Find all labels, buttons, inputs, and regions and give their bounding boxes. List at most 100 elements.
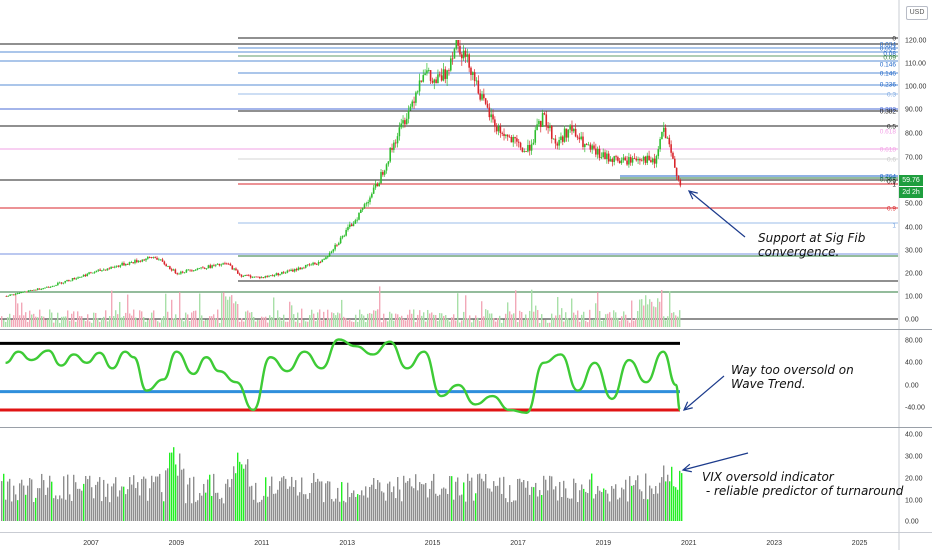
price-candle (383, 170, 386, 175)
vix-bar (495, 486, 497, 521)
vix-bar (211, 495, 213, 521)
vix-bar (275, 493, 277, 521)
vix-bar (197, 500, 199, 521)
price-candle (468, 54, 470, 68)
volume-bar (287, 321, 289, 327)
vix-bar (667, 474, 669, 521)
volume-bar (43, 316, 45, 327)
vix-bar (279, 481, 281, 521)
vix-bar (221, 497, 223, 521)
vix-bar (507, 502, 509, 521)
price-candle (453, 48, 456, 59)
vix-axis-tick: 20.00 (905, 476, 923, 483)
volume-bar (571, 298, 573, 327)
fib-level-label: 0.146 (880, 62, 897, 69)
price-candle (528, 145, 531, 151)
vix-bar (379, 482, 381, 521)
volume-bar (275, 319, 277, 327)
volume-bar (553, 317, 555, 327)
vix-bar (373, 478, 375, 521)
price-candle (545, 114, 548, 127)
price-candle (222, 263, 224, 265)
price-candle (262, 277, 265, 279)
vix-bar (525, 487, 527, 521)
price-candle (125, 264, 127, 266)
time-axis-tick: 2023 (766, 540, 782, 547)
volume-bar (171, 299, 173, 327)
volume-bar (589, 309, 591, 327)
volume-bar (47, 319, 49, 327)
volume-bar (93, 312, 95, 327)
price-candle (237, 270, 239, 274)
price-candle (584, 144, 586, 147)
fib-level-label: 0 (892, 36, 896, 43)
volume-bar (67, 310, 69, 327)
price-candle (40, 289, 43, 290)
volume-bar (507, 302, 509, 327)
volume-bar (227, 299, 229, 327)
price-candle (180, 271, 182, 274)
price-candle (119, 265, 122, 267)
vix-bar (55, 495, 57, 521)
vix-bar (133, 475, 135, 521)
vix-bar (163, 501, 165, 521)
price-candle (297, 267, 300, 271)
current-price-tag: 59.76 (899, 175, 923, 186)
vix-bar (21, 479, 23, 521)
vix-bar (419, 482, 421, 521)
price-candle (93, 272, 96, 274)
volume-bar (309, 315, 311, 327)
volume-bar (513, 313, 515, 327)
volume-bar (145, 321, 147, 327)
price-candle (525, 151, 527, 152)
vix-bar (555, 486, 557, 521)
currency-label[interactable]: USD (906, 6, 928, 20)
fib-level-label: 0.236 (880, 82, 897, 89)
vix-bar (291, 476, 293, 521)
volume-bar (619, 321, 621, 327)
volume-bar (53, 322, 55, 327)
volume-bar (321, 320, 323, 327)
price-candle (101, 270, 103, 272)
volume-bar (21, 302, 23, 327)
wave-trend-signal-line (5, 338, 681, 414)
volume-bar (251, 312, 253, 327)
price-candle (51, 286, 54, 287)
vix-bar (299, 492, 301, 521)
volume-bar (579, 321, 581, 327)
volume-bar (31, 314, 33, 327)
vix-bar (489, 488, 491, 521)
volume-bar (657, 298, 659, 327)
volume-bar (51, 312, 53, 327)
vix-bar (243, 468, 245, 521)
vix-bar (621, 487, 623, 521)
vix-bar (35, 497, 37, 521)
volume-bar (271, 316, 273, 327)
volume-bar (511, 314, 513, 327)
vix-bar (81, 490, 83, 521)
vix-bar (137, 482, 139, 521)
price-candle (44, 287, 46, 289)
volume-bar (509, 311, 511, 327)
volume-bar (631, 300, 633, 327)
price-candle (143, 259, 145, 261)
volume-bar (115, 310, 117, 327)
price-candle (315, 264, 318, 266)
price-candle (464, 50, 467, 57)
volume-bar (545, 319, 547, 327)
fib-level-label: 0.9 (887, 206, 896, 213)
volume-bar (575, 314, 577, 327)
fib-level-label: 0.08 (883, 51, 896, 58)
vix-bar (147, 500, 149, 521)
price-candle (31, 290, 33, 291)
vix-bar (617, 499, 619, 521)
volume-bar (283, 314, 285, 327)
volume-bar (217, 309, 219, 327)
vix-bar (531, 486, 533, 521)
price-candle (376, 183, 379, 187)
volume-bar (109, 316, 111, 327)
volume-bar (269, 315, 271, 327)
price-candle (257, 276, 259, 278)
volume-bar (637, 311, 639, 327)
vix-bar (141, 479, 143, 521)
